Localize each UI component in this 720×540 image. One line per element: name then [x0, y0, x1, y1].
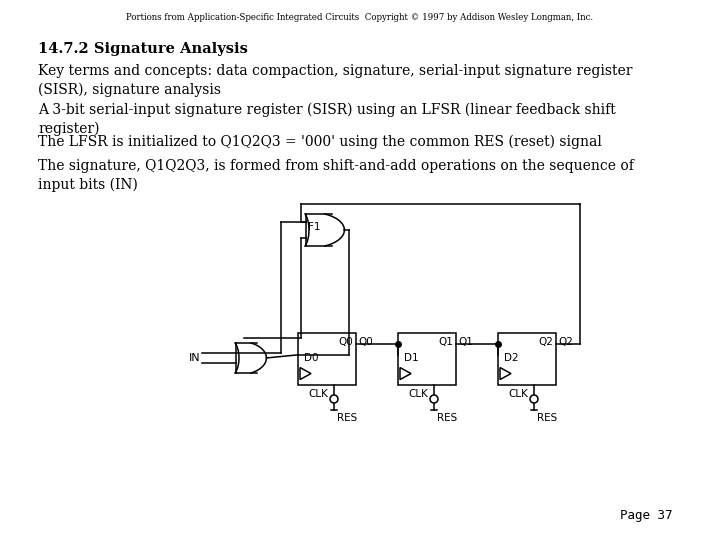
- Text: Q1: Q1: [458, 338, 473, 347]
- Text: RES: RES: [537, 413, 557, 423]
- Text: Q2: Q2: [538, 338, 553, 347]
- Bar: [398, 333, 456, 385]
- Text: RES: RES: [337, 413, 357, 423]
- Circle shape: [530, 395, 538, 403]
- Polygon shape: [400, 368, 411, 380]
- Text: D2: D2: [504, 353, 518, 363]
- Text: CLK: CLK: [308, 389, 328, 399]
- Bar: [298, 333, 356, 385]
- Text: The signature, Q1Q2Q3, is formed from shift-and-add operations on the sequence o: The signature, Q1Q2Q3, is formed from sh…: [38, 159, 634, 192]
- Circle shape: [430, 395, 438, 403]
- Text: F1: F1: [308, 222, 320, 232]
- Text: Q2: Q2: [558, 338, 573, 347]
- Polygon shape: [300, 368, 311, 380]
- Circle shape: [330, 395, 338, 403]
- Text: CLK: CLK: [508, 389, 528, 399]
- Text: RES: RES: [437, 413, 457, 423]
- Polygon shape: [500, 368, 511, 380]
- Text: Q1: Q1: [438, 338, 453, 347]
- Text: The LFSR is initialized to Q1Q2Q3 = '000' using the common RES (reset) signal: The LFSR is initialized to Q1Q2Q3 = '000…: [38, 135, 602, 150]
- Text: D0: D0: [304, 353, 318, 363]
- Text: 14.7.2 Signature Analysis: 14.7.2 Signature Analysis: [38, 42, 248, 56]
- Text: Q0: Q0: [358, 338, 373, 347]
- Text: IN: IN: [189, 353, 200, 363]
- Text: Key terms and concepts: data compaction, signature, serial-input signature regis: Key terms and concepts: data compaction,…: [38, 64, 632, 97]
- Text: Portions from Application-Specific Integrated Circuits  Copyright © 1997 by Addi: Portions from Application-Specific Integ…: [127, 13, 593, 22]
- Text: A 3-bit serial-input signature register (SISR) using an LFSR (linear feedback sh: A 3-bit serial-input signature register …: [38, 103, 616, 136]
- Text: Q0: Q0: [338, 338, 353, 347]
- Text: CLK: CLK: [408, 389, 428, 399]
- Text: Page 37: Page 37: [619, 509, 672, 522]
- Text: D1: D1: [404, 353, 418, 363]
- Bar: [498, 333, 556, 385]
